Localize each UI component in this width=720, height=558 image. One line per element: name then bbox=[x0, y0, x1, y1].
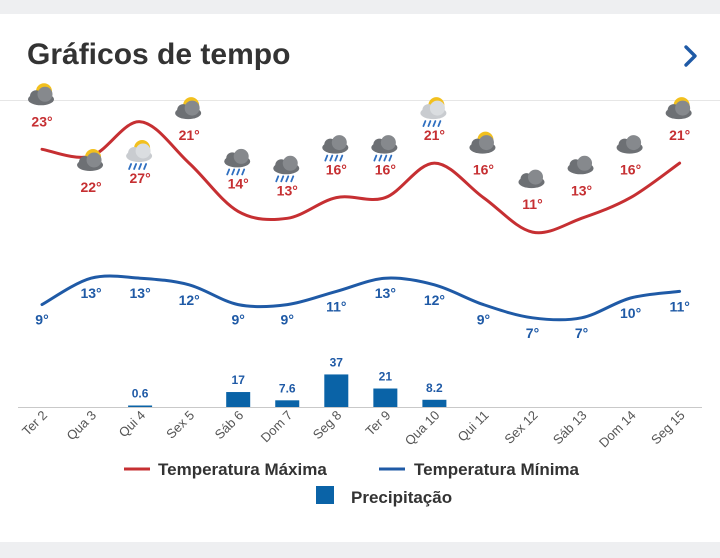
max-temperature-line bbox=[40, 120, 682, 235]
x-tick-label: Qua 10 bbox=[402, 408, 443, 449]
min-temp-label: 9° bbox=[35, 312, 48, 328]
min-temp-label: 11° bbox=[669, 298, 689, 314]
min-temp-label: 9° bbox=[232, 312, 245, 328]
card-header[interactable]: Gráficos de tempo bbox=[0, 14, 720, 101]
x-tick-label: Qui 11 bbox=[455, 408, 492, 445]
max-temp-label: 16° bbox=[473, 162, 494, 178]
x-tick-label: Sex 12 bbox=[501, 408, 540, 447]
min-temp-label: 9° bbox=[477, 312, 490, 328]
partly-cloudy-icon bbox=[77, 149, 104, 171]
weather-graph-card: Gráficos de tempo bbox=[0, 14, 720, 542]
partly-cloudy-icon bbox=[665, 97, 692, 120]
partly-cloudy-icon bbox=[175, 97, 202, 120]
min-temp-label: 11° bbox=[326, 298, 346, 314]
legend-min-label: Temperatura Mínima bbox=[414, 460, 580, 479]
precipitation-bar bbox=[128, 405, 153, 407]
cloud-icon bbox=[518, 169, 545, 189]
cloud-icon bbox=[567, 155, 594, 175]
max-temp-label: 14° bbox=[228, 175, 249, 191]
min-temp-label: 12° bbox=[179, 292, 200, 308]
min-temperature-line bbox=[40, 274, 682, 322]
rain-cloud-icon bbox=[224, 148, 251, 176]
x-tick-label: Seg 15 bbox=[648, 408, 688, 448]
precipitation-bar bbox=[422, 399, 447, 407]
min-temp-label: 7° bbox=[575, 325, 588, 341]
x-tick-label: Seg 8 bbox=[310, 408, 345, 443]
partly-cloudy-icon bbox=[469, 131, 496, 154]
max-temp-label: 11° bbox=[522, 196, 542, 212]
cloud-icon bbox=[616, 135, 643, 154]
max-temp-label: 13° bbox=[571, 182, 592, 198]
max-temp-label: 13° bbox=[277, 182, 298, 198]
precipitation-bar bbox=[373, 388, 398, 407]
page-bottom-gap bbox=[0, 542, 720, 558]
max-temp-label: 22° bbox=[80, 179, 101, 195]
sun-cloud-rain-icon bbox=[126, 140, 153, 170]
max-temp-label: 23° bbox=[31, 113, 52, 129]
min-temp-label: 9° bbox=[281, 312, 294, 328]
precipitation-bar bbox=[275, 400, 300, 407]
precipitation-value-label: 37 bbox=[330, 355, 344, 369]
sun-cloud-rain-icon bbox=[420, 97, 447, 127]
x-tick-label: Sáb 6 bbox=[212, 408, 247, 443]
max-temp-label: 16° bbox=[326, 162, 347, 178]
precipitation-bar bbox=[324, 374, 349, 407]
x-tick-label: Dom 14 bbox=[596, 408, 639, 451]
legend-precip-label: Precipitação bbox=[351, 488, 452, 507]
precipitation-bar bbox=[226, 392, 251, 407]
rain-cloud-icon bbox=[371, 135, 398, 162]
max-temp-label: 21° bbox=[669, 127, 690, 143]
min-temp-label: 13° bbox=[375, 285, 396, 301]
chevron-right-icon[interactable] bbox=[676, 40, 704, 72]
legend-precip-swatch bbox=[316, 486, 334, 504]
precipitation-value-label: 17 bbox=[232, 373, 246, 387]
max-temp-label: 16° bbox=[375, 162, 396, 178]
precipitation-value-label: 0.6 bbox=[132, 387, 149, 401]
page-title: Gráficos de tempo bbox=[27, 38, 291, 71]
max-temp-label: 27° bbox=[130, 170, 151, 186]
partly-cloudy-icon bbox=[28, 83, 54, 106]
min-temp-label: 12° bbox=[424, 292, 445, 308]
max-temp-label: 21° bbox=[179, 127, 200, 143]
x-tick-label: Sex 5 bbox=[163, 408, 197, 442]
precipitation-value-label: 7.6 bbox=[279, 381, 296, 395]
min-temp-label: 7° bbox=[526, 325, 539, 341]
x-tick-label: Ter 9 bbox=[362, 408, 393, 439]
precipitation-value-label: 8.2 bbox=[426, 381, 443, 395]
x-tick-label: Qui 4 bbox=[116, 408, 149, 441]
max-temp-label: 21° bbox=[424, 127, 445, 143]
x-tick-label: Ter 2 bbox=[19, 408, 50, 439]
rain-cloud-icon bbox=[273, 155, 300, 183]
rain-cloud-icon bbox=[322, 135, 349, 162]
legend-max-label: Temperatura Máxima bbox=[158, 460, 327, 479]
x-tick-label: Dom 7 bbox=[258, 408, 296, 446]
precipitation-value-label: 21 bbox=[379, 370, 393, 384]
x-tick-label: Qua 3 bbox=[64, 408, 100, 444]
min-temp-label: 13° bbox=[130, 285, 151, 301]
min-temp-label: 10° bbox=[620, 305, 641, 321]
min-temp-label: 13° bbox=[80, 285, 101, 301]
max-temp-label: 16° bbox=[620, 162, 641, 178]
x-tick-label: Sáb 13 bbox=[550, 408, 590, 448]
